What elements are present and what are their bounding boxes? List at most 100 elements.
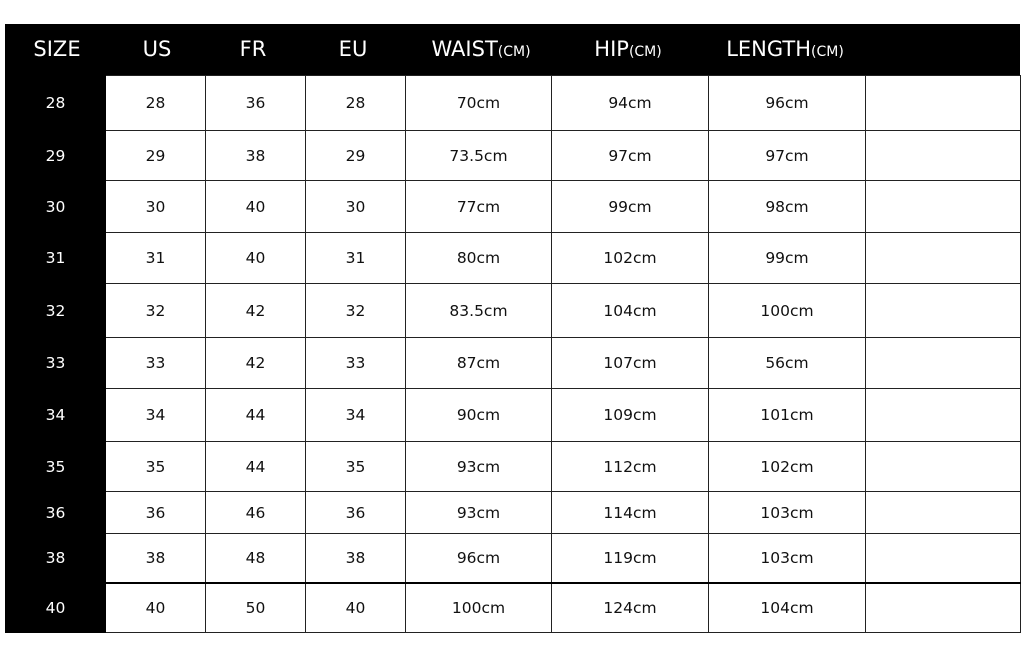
cell-waist: 77cm bbox=[405, 180, 552, 233]
cell-waist: 93cm bbox=[405, 441, 552, 492]
cell-eu: 32 bbox=[305, 283, 406, 338]
cell-size: 31 bbox=[5, 232, 106, 284]
cell-waist: 73.5cm bbox=[405, 130, 552, 181]
cell-hip: 97cm bbox=[551, 130, 709, 181]
cell-fr: 40 bbox=[205, 232, 306, 284]
table-row: 36 36 46 36 93cm 114cm 103cm bbox=[5, 491, 1021, 534]
cell-hip: 114cm bbox=[551, 491, 709, 534]
cell-eu: 31 bbox=[305, 232, 406, 284]
header-fr: FR bbox=[239, 37, 267, 61]
table-row: 31 31 40 31 80cm 102cm 99cm bbox=[5, 232, 1021, 284]
cell-fr: 42 bbox=[205, 283, 306, 338]
cell-length: 97cm bbox=[708, 130, 866, 181]
cell-hip: 102cm bbox=[551, 232, 709, 284]
cell-waist: 70cm bbox=[405, 75, 552, 131]
cell-eu: 36 bbox=[305, 491, 406, 534]
cell-hip: 99cm bbox=[551, 180, 709, 233]
cell-waist: 87cm bbox=[405, 337, 552, 389]
cell-eu: 28 bbox=[305, 75, 406, 131]
cell-waist: 90cm bbox=[405, 388, 552, 442]
cell-empty bbox=[865, 581, 1021, 633]
cell-size: 30 bbox=[5, 180, 106, 233]
cell-hip: 104cm bbox=[551, 283, 709, 338]
cell-hip: 109cm bbox=[551, 388, 709, 442]
cell-empty bbox=[865, 388, 1021, 442]
table-row: 29 29 38 29 73.5cm 97cm 97cm bbox=[5, 130, 1021, 181]
cell-length: 104cm bbox=[708, 581, 866, 633]
table-row: 34 34 44 34 90cm 109cm 101cm bbox=[5, 388, 1021, 442]
cell-length: 99cm bbox=[708, 232, 866, 284]
cell-length: 96cm bbox=[708, 75, 866, 131]
cell-eu: 40 bbox=[305, 581, 406, 633]
cell-length: 103cm bbox=[708, 533, 866, 583]
cell-hip: 124cm bbox=[551, 581, 709, 633]
cell-waist: 100cm bbox=[405, 581, 552, 633]
cell-empty bbox=[865, 180, 1021, 233]
cell-length: 98cm bbox=[708, 180, 866, 233]
cell-waist: 83.5cm bbox=[405, 283, 552, 338]
cell-fr: 40 bbox=[205, 180, 306, 233]
header-hip: HIP(CM) bbox=[594, 37, 662, 61]
cell-us: 38 bbox=[105, 533, 206, 583]
table-row: 40 40 50 40 100cm 124cm 104cm bbox=[5, 581, 1021, 633]
header-us: US bbox=[142, 37, 172, 61]
cell-length: 102cm bbox=[708, 441, 866, 492]
cell-length: 100cm bbox=[708, 283, 866, 338]
header-length: LENGTH(CM) bbox=[726, 37, 844, 61]
cell-fr: 38 bbox=[205, 130, 306, 181]
cell-eu: 35 bbox=[305, 441, 406, 492]
cell-size: 32 bbox=[5, 283, 106, 338]
header-waist: WAIST(CM) bbox=[431, 37, 531, 61]
cell-fr: 50 bbox=[205, 581, 306, 633]
cell-fr: 36 bbox=[205, 75, 306, 131]
cell-size: 35 bbox=[5, 441, 106, 492]
table-row: 28 28 36 28 70cm 94cm 96cm bbox=[5, 75, 1021, 131]
header-row: SIZE US FR EU WAIST(CM) HIP(CM) LENGTH(C… bbox=[5, 24, 1020, 75]
header-eu: EU bbox=[338, 37, 368, 61]
cell-empty bbox=[865, 130, 1021, 181]
cell-fr: 48 bbox=[205, 533, 306, 583]
cell-empty bbox=[865, 283, 1021, 338]
cell-fr: 44 bbox=[205, 388, 306, 442]
cell-us: 33 bbox=[105, 337, 206, 389]
cell-us: 40 bbox=[105, 581, 206, 633]
cell-eu: 30 bbox=[305, 180, 406, 233]
cell-hip: 94cm bbox=[551, 75, 709, 131]
cell-length: 103cm bbox=[708, 491, 866, 534]
cell-eu: 38 bbox=[305, 533, 406, 583]
cell-hip: 119cm bbox=[551, 533, 709, 583]
header-size: SIZE bbox=[33, 37, 81, 61]
cell-eu: 29 bbox=[305, 130, 406, 181]
cell-us: 35 bbox=[105, 441, 206, 492]
table-row: 35 35 44 35 93cm 112cm 102cm bbox=[5, 441, 1021, 492]
table-row: 32 32 42 32 83.5cm 104cm 100cm bbox=[5, 283, 1021, 338]
cell-length: 101cm bbox=[708, 388, 866, 442]
cell-empty bbox=[865, 75, 1021, 131]
cell-fr: 44 bbox=[205, 441, 306, 492]
size-table: 28 28 36 28 70cm 94cm 96cm 29 29 38 29 73.5cm 97cm 97… bbox=[5, 75, 1021, 633]
size-chart: SIZE US FR EU WAIST(CM) HIP(CM) LENGTH(C… bbox=[5, 24, 1021, 633]
cell-empty bbox=[865, 337, 1021, 389]
cell-waist: 96cm bbox=[405, 533, 552, 583]
cell-fr: 46 bbox=[205, 491, 306, 534]
cell-us: 28 bbox=[105, 75, 206, 131]
table-row: 30 30 40 30 77cm 99cm 98cm bbox=[5, 180, 1021, 233]
table-row: 38 38 48 38 96cm 119cm 103cm bbox=[5, 533, 1021, 583]
cell-size: 36 bbox=[5, 491, 106, 534]
cell-us: 30 bbox=[105, 180, 206, 233]
cell-empty bbox=[865, 441, 1021, 492]
cell-size: 28 bbox=[5, 75, 106, 131]
cell-us: 34 bbox=[105, 388, 206, 442]
cell-empty bbox=[865, 533, 1021, 583]
cell-us: 32 bbox=[105, 283, 206, 338]
cell-fr: 42 bbox=[205, 337, 306, 389]
cell-empty bbox=[865, 491, 1021, 534]
table-row: 33 33 42 33 87cm 107cm 56cm bbox=[5, 337, 1021, 389]
cell-us: 36 bbox=[105, 491, 206, 534]
cell-waist: 93cm bbox=[405, 491, 552, 534]
cell-size: 33 bbox=[5, 337, 106, 389]
cell-size: 34 bbox=[5, 388, 106, 442]
cell-hip: 112cm bbox=[551, 441, 709, 492]
cell-size: 38 bbox=[5, 533, 106, 583]
cell-size: 29 bbox=[5, 130, 106, 181]
